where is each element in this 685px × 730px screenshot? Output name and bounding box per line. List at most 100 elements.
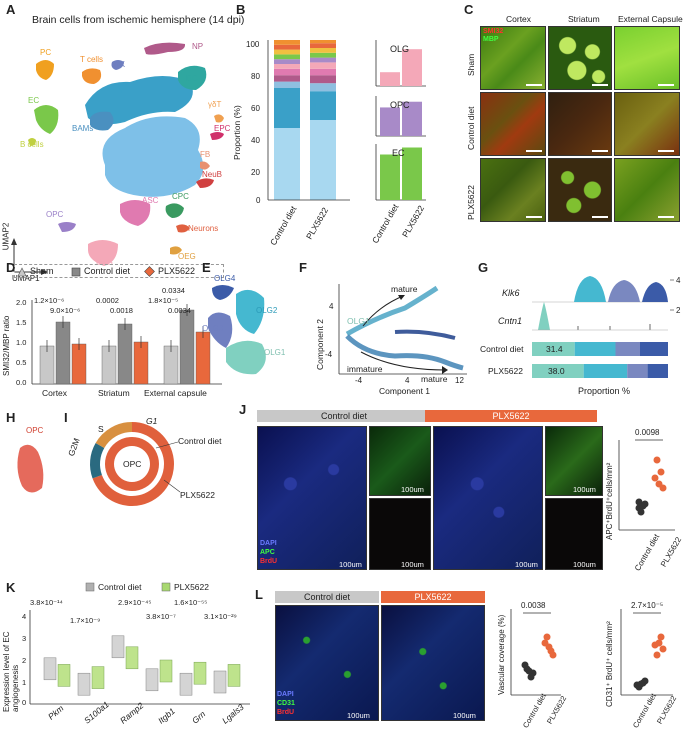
stain-label-mbp: MBP <box>483 36 499 43</box>
d-ytick: 1.5 <box>16 318 27 327</box>
j-dots <box>635 456 667 516</box>
scale-label: 100um <box>339 560 362 569</box>
ring-label-plx: PLX5622 <box>180 490 215 500</box>
legend-plx-label: PLX5622 <box>158 266 196 276</box>
cell-cycle-donut <box>90 422 181 506</box>
row-label-sham: Sham <box>466 53 476 76</box>
scale-bar <box>526 150 542 152</box>
k-pval: 3.1×10⁻²⁹ <box>204 612 237 621</box>
umap-y-arrow <box>11 238 17 245</box>
dot-control <box>635 498 643 506</box>
panel-letter: B <box>236 2 246 17</box>
scale-bar <box>526 216 542 218</box>
panel-f: F mature OLG1 immature mature Component … <box>295 258 475 408</box>
umap-plot <box>11 42 224 275</box>
d-bar <box>55 321 71 385</box>
cluster-neub <box>196 178 214 188</box>
umap-label-epc: EPC <box>214 124 231 133</box>
k-boxes <box>43 635 241 696</box>
panel-g: G Klk6 Cntn1 4 2 Control diet PLX5622 31… <box>478 258 685 398</box>
stain-label-smi32: SMI32 <box>483 28 504 35</box>
proportion-bars <box>532 342 668 378</box>
umap-label-mg: MG <box>160 136 173 145</box>
scale-bar <box>658 150 674 152</box>
row-label-plx: PLX5622 <box>466 185 476 220</box>
l-pval2: 2.7×10⁻⁵ <box>631 601 664 610</box>
sub-bar <box>402 101 422 136</box>
stack-segment <box>274 81 300 88</box>
panel-h: H OPC <box>0 408 60 503</box>
box-control <box>213 670 227 694</box>
trajectory-branch-right <box>394 329 456 340</box>
sub-bar <box>402 147 422 200</box>
panel-letter: F <box>299 260 307 275</box>
opc-label: OPC <box>26 426 44 435</box>
legend-sham-marker <box>17 267 27 277</box>
umap-label-cpc: CPC <box>172 192 189 201</box>
stack-segment <box>310 57 336 63</box>
panel-letter: I <box>64 410 68 425</box>
legend-control-label: Control diet <box>84 266 131 276</box>
stack-segment <box>274 75 300 82</box>
proportion-segment <box>532 342 575 356</box>
g-value-plx: 38.0 <box>548 366 565 376</box>
proportion-segment <box>574 342 616 356</box>
f-ytick: -4 <box>325 350 333 359</box>
micrograph-plx-cortex <box>480 158 546 222</box>
micrograph-j-control-brdu <box>369 498 431 570</box>
k-pval: 3.8×10⁻⁷ <box>146 612 176 621</box>
cluster-bcells <box>28 138 36 146</box>
phase-g1: G1 <box>146 416 158 426</box>
leader-control <box>155 441 179 449</box>
box-plx <box>125 646 139 670</box>
opc-scatter <box>17 444 44 493</box>
ring-label-control: Control diet <box>178 436 222 446</box>
stain-brdu: BrdU <box>277 709 295 716</box>
stack-plx <box>310 40 336 200</box>
k-ytick: 3 <box>22 634 27 643</box>
micrograph-j-control-apc <box>369 426 431 496</box>
dot-plx <box>653 651 661 659</box>
umap-label-neub: NeuB <box>202 170 223 179</box>
dot-control <box>527 673 535 681</box>
ytick-0: 0 <box>256 196 261 205</box>
micrograph-j-plx-brdu <box>545 498 603 570</box>
d-pval: 0.0018 <box>110 306 133 315</box>
panel-k: K Control diet PLX5622 Expression level … <box>0 578 255 728</box>
dot-plx <box>651 474 659 482</box>
ytick-40: 40 <box>251 136 260 145</box>
umap-label-mf: MF <box>118 86 130 95</box>
header-plx: PLX5622 <box>381 591 485 603</box>
d-pval: 9.0×10⁻⁶ <box>50 306 81 315</box>
stack-segment <box>310 43 336 48</box>
d-bar <box>133 341 149 385</box>
dot-control <box>637 680 645 688</box>
dot-plx <box>545 643 553 651</box>
stain-apc: APC <box>260 549 275 556</box>
umap-label-pc: PC <box>40 48 52 57</box>
label-olg1: OLG1 <box>347 316 370 326</box>
stack-segment <box>310 40 336 44</box>
cluster-tcells <box>82 68 102 84</box>
cluster-epc <box>210 132 224 140</box>
dot-plx <box>655 639 663 647</box>
legend-sham-label: Sham <box>30 266 54 276</box>
dot-plx <box>657 633 665 641</box>
scale-label: 100um <box>347 711 370 720</box>
stack-segment <box>274 88 300 128</box>
d-ylabel: SMI32/MBP ratio <box>2 315 11 376</box>
legend-plx-label: PLX5622 <box>174 582 209 592</box>
micrograph-plx-striatum <box>548 158 612 222</box>
cluster-oeg <box>170 246 182 255</box>
panel-d: D Sham Control diet PLX5622 SMI32/MBP ra… <box>0 258 225 408</box>
header-control: Control diet <box>275 591 379 603</box>
micrograph-j-plx-apc <box>545 426 603 496</box>
sub-bar-ec <box>375 144 426 201</box>
header-plx: PLX5622 <box>425 410 597 422</box>
dot-plx <box>657 468 665 476</box>
umap-label-bams: BAMs <box>72 124 94 133</box>
cluster-nk <box>111 60 124 70</box>
micrograph-control-striatum <box>548 92 612 156</box>
gene-cntn1: Cntn1 <box>498 316 523 326</box>
trajectory-branch-upper <box>345 285 439 337</box>
